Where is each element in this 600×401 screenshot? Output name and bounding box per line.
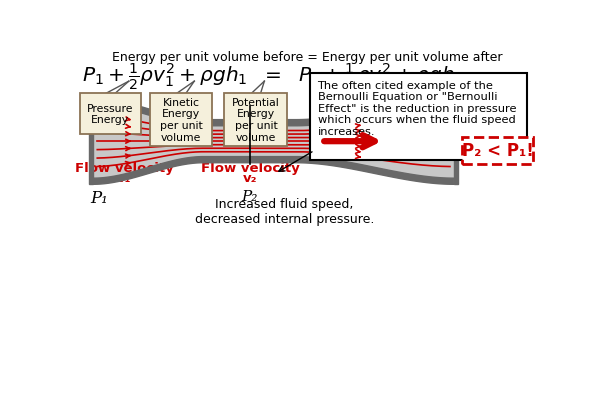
Text: Flow velocity: Flow velocity bbox=[201, 162, 300, 175]
Text: Kinetic
Energy
per unit
volume: Kinetic Energy per unit volume bbox=[160, 97, 203, 142]
FancyBboxPatch shape bbox=[310, 74, 527, 160]
Text: Energy per unit volume before = Energy per unit volume after: Energy per unit volume before = Energy p… bbox=[112, 51, 503, 63]
Text: v₂> v₁: v₂> v₁ bbox=[472, 123, 520, 138]
Text: Increased fluid speed,
decreased internal pressure.: Increased fluid speed, decreased interna… bbox=[195, 197, 374, 225]
FancyBboxPatch shape bbox=[224, 93, 287, 146]
Polygon shape bbox=[94, 157, 454, 185]
Polygon shape bbox=[94, 99, 454, 126]
Text: A₂< A₁: A₂< A₁ bbox=[471, 103, 521, 119]
Text: Flow velocity: Flow velocity bbox=[75, 162, 173, 175]
Polygon shape bbox=[89, 99, 94, 185]
Text: P₂: P₂ bbox=[242, 189, 258, 203]
Text: The often cited example of the
Bernoulli Equation or "Bernoulli
Effect" is the r: The often cited example of the Bernoulli… bbox=[317, 80, 516, 137]
FancyBboxPatch shape bbox=[80, 93, 141, 135]
FancyBboxPatch shape bbox=[151, 93, 212, 146]
Text: v₂: v₂ bbox=[243, 172, 258, 185]
Polygon shape bbox=[454, 99, 458, 185]
Text: $P_1 + \frac{1}{2}\rho v_1^2 + \rho g h_1\ \ =\ \ P_2 + \frac{1}{2}\rho v_2^2 + : $P_1 + \frac{1}{2}\rho v_1^2 + \rho g h_… bbox=[82, 61, 464, 91]
Text: Potential
Energy
per unit
volume: Potential Energy per unit volume bbox=[232, 97, 280, 142]
Text: P₁: P₁ bbox=[91, 189, 109, 207]
Polygon shape bbox=[94, 105, 454, 179]
Text: v₁: v₁ bbox=[117, 172, 131, 185]
Text: P₂ < P₁!: P₂ < P₁! bbox=[462, 142, 533, 160]
Text: Pressure
Energy: Pressure Energy bbox=[87, 103, 134, 125]
FancyBboxPatch shape bbox=[462, 137, 533, 165]
